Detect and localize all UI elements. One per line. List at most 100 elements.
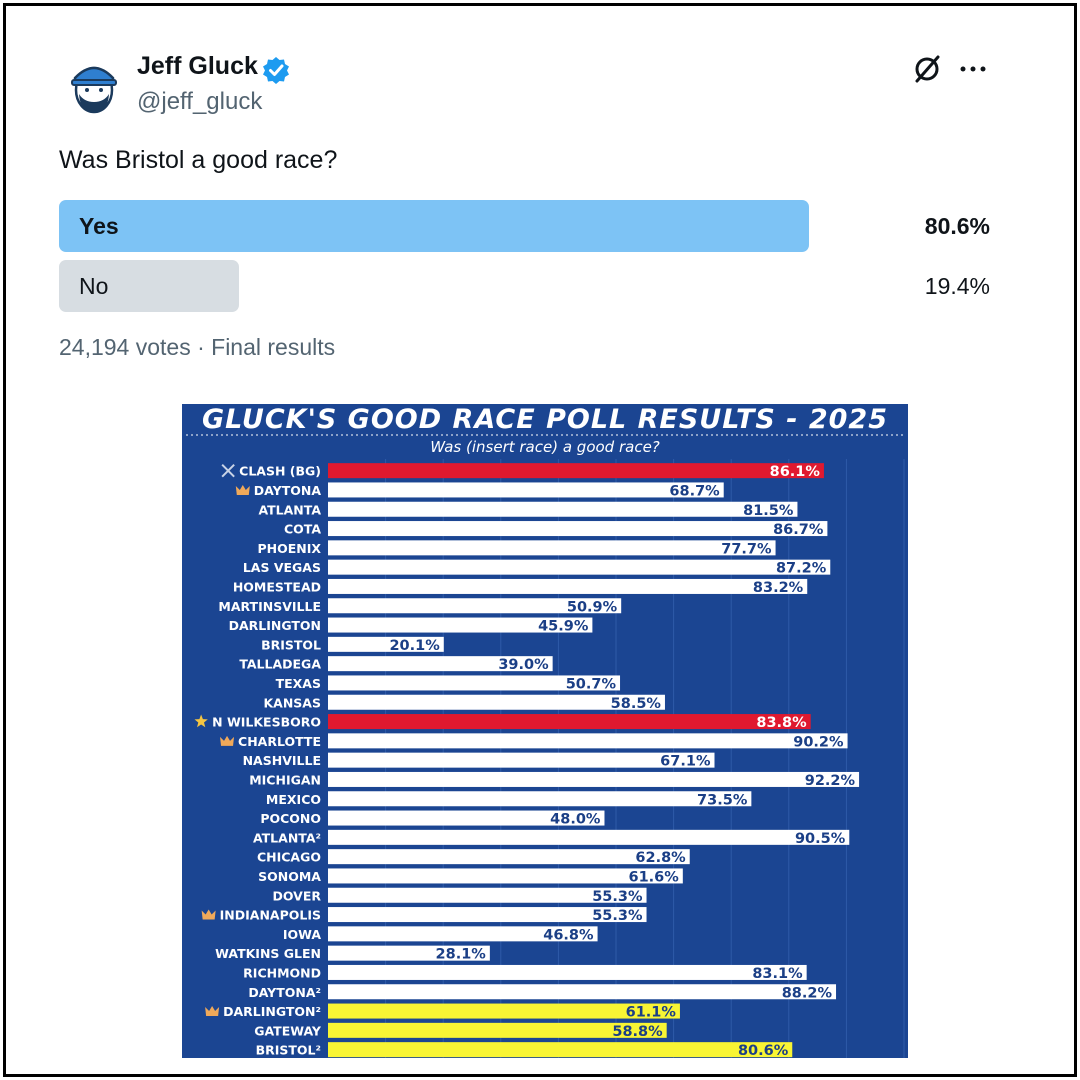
bar: [328, 1003, 680, 1019]
bar: [328, 926, 598, 942]
data-label: 73.5%: [697, 792, 748, 808]
category-label: MARTINSVILLE: [218, 599, 321, 614]
data-label: 90.2%: [793, 734, 844, 750]
category-label: COTA: [284, 522, 321, 537]
bar: [328, 733, 848, 749]
bar: [328, 675, 621, 691]
category-label: BRISTOL: [261, 637, 321, 652]
bar: [328, 984, 837, 1000]
data-label: 61.6%: [629, 869, 680, 885]
data-label: 55.3%: [592, 908, 643, 924]
author-handle[interactable]: @jeff_gluck: [137, 88, 263, 115]
category-label: ATLANTA: [258, 502, 321, 517]
attached-chart-image[interactable]: GLUCK'S GOOD RACE POLL RESULTS - 2025 Was…: [182, 404, 908, 1058]
data-label: 88.2%: [782, 985, 833, 1001]
bar: [328, 907, 647, 923]
bar: [328, 771, 860, 787]
category-label: HOMESTEAD: [233, 579, 321, 594]
bar: [328, 1022, 667, 1038]
poll-option-no[interactable]: No: [59, 260, 239, 312]
category-label: POCONO: [260, 811, 321, 826]
category-label: CHARLOTTE: [238, 734, 321, 749]
poll-option-percent: 19.4%: [924, 273, 990, 299]
category-label: LAS VEGAS: [243, 560, 321, 575]
category-label: BRISTOL²: [256, 1043, 321, 1058]
bar: [328, 829, 850, 845]
category-label: MICHIGAN: [249, 772, 321, 787]
author-name[interactable]: Jeff Gluck: [137, 52, 258, 80]
bar: [328, 945, 490, 961]
bar: [328, 578, 808, 594]
poll-option-percent: 80.6%: [924, 213, 990, 239]
bar: [328, 559, 831, 575]
more-options-icon[interactable]: [958, 64, 988, 74]
race-poll-chart: GLUCK'S GOOD RACE POLL RESULTS - 2025 Was…: [182, 404, 908, 1058]
crossed-swords-icon: [221, 463, 235, 478]
category-label: SONOMA: [258, 869, 321, 884]
crown-icon: [205, 1006, 220, 1017]
data-label: 61.1%: [626, 1005, 677, 1021]
category-label: DAYTONA: [254, 483, 322, 498]
category-label: DARLINGTON: [229, 618, 321, 633]
data-label: 46.8%: [543, 927, 594, 943]
category-label: ATLANTA²: [253, 830, 321, 845]
bar: [328, 598, 622, 614]
grok-icon[interactable]: [912, 54, 942, 84]
category-label: RICHMOND: [243, 965, 321, 980]
bar: [328, 752, 715, 768]
data-label: 90.5%: [795, 831, 846, 847]
category-label: IOWA: [283, 927, 322, 942]
star-icon: [194, 714, 208, 728]
bar: [328, 482, 724, 498]
data-label: 81.5%: [743, 503, 794, 519]
crown-icon: [235, 484, 250, 495]
category-label: MEXICO: [266, 792, 321, 807]
bar: [328, 868, 683, 884]
data-label: 92.2%: [805, 773, 856, 789]
data-label: 58.5%: [611, 696, 662, 712]
category-label: WATKINS GLEN: [215, 946, 321, 961]
data-label: 50.7%: [566, 676, 617, 692]
poll-vote-count: 24,194 votes · Final results: [59, 334, 336, 360]
data-label: 83.2%: [753, 580, 804, 596]
category-label: DOVER: [272, 888, 321, 903]
crown-icon: [220, 735, 235, 746]
data-label: 77.7%: [721, 541, 772, 557]
bar: [328, 1042, 793, 1058]
bar: [328, 694, 665, 710]
data-label: 86.7%: [773, 522, 824, 538]
category-label: CHICAGO: [257, 850, 321, 865]
data-label: 68.7%: [669, 483, 720, 499]
category-label: DAYTONA²: [248, 985, 321, 1000]
bar: [328, 849, 690, 865]
bar: [328, 463, 824, 479]
avatar[interactable]: [66, 56, 122, 116]
category-label: TEXAS: [276, 676, 321, 691]
bar: [328, 791, 752, 807]
category-label: PHOENIX: [257, 541, 321, 556]
chart-subtitle: Was (insert race) a good race?: [430, 438, 660, 456]
data-label: 67.1%: [660, 754, 711, 770]
chart-title: GLUCK'S GOOD RACE POLL RESULTS - 2025: [202, 404, 888, 435]
category-label: N WILKESBORO: [212, 715, 321, 730]
category-label: NASHVILLE: [243, 753, 321, 768]
data-label: 39.0%: [498, 657, 549, 673]
data-label: 48.0%: [550, 812, 601, 828]
bar: [328, 617, 593, 633]
category-label: INDIANAPOLIS: [220, 908, 321, 923]
bar: [328, 887, 647, 903]
bar: [328, 521, 828, 537]
category-label: KANSAS: [263, 695, 321, 710]
category-label: TALLADEGA: [239, 657, 321, 672]
data-label: 83.8%: [756, 715, 807, 731]
data-label: 62.8%: [635, 850, 686, 866]
bar: [328, 964, 807, 980]
category-label: CLASH (BG): [239, 464, 321, 479]
poll-option-yes[interactable]: Yes: [59, 200, 809, 252]
bar: [328, 656, 553, 672]
poll-option-label: No: [79, 273, 109, 299]
data-label: 86.1%: [770, 464, 821, 480]
data-label: 80.6%: [738, 1043, 789, 1058]
poll-question: Was Bristol a good race?: [59, 146, 338, 174]
crown-icon: [201, 909, 216, 920]
